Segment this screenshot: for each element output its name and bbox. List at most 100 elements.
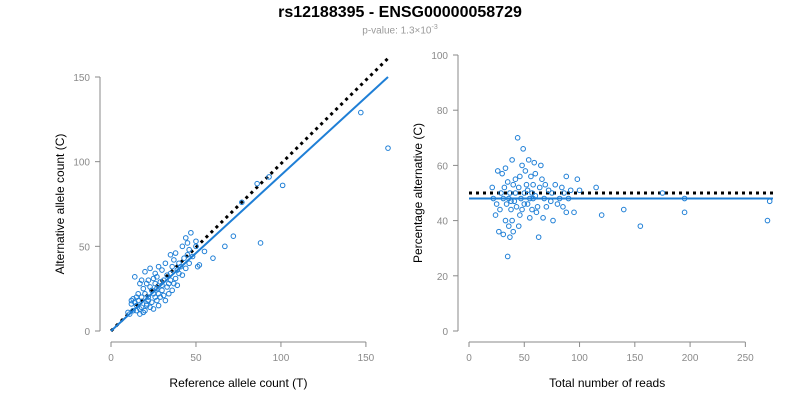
- data-point: [593, 184, 599, 191]
- data-point: [167, 270, 174, 277]
- p-value-exponent: -3: [431, 24, 438, 31]
- data-point: [133, 302, 140, 309]
- data-point: [159, 287, 165, 294]
- data-point: [172, 275, 179, 282]
- panel-right: 0 50 100 150 200 250 0 20 40 60 80 100 Total number …: [411, 51, 773, 390]
- y-axis-title: Percentage alternative (C): [411, 123, 425, 263]
- data-point: [489, 184, 496, 191]
- data-point: [527, 195, 533, 202]
- data-point: [172, 250, 179, 256]
- data-point: [155, 302, 162, 309]
- data-point: [177, 263, 184, 270]
- data-point: [512, 176, 519, 182]
- x-tick-label: 150: [358, 353, 375, 364]
- data-point: [538, 162, 544, 169]
- data-point: [532, 170, 539, 177]
- data-point: [517, 212, 523, 218]
- data-point: [154, 297, 160, 304]
- y-axis-title: Alternative allele count (C): [53, 134, 67, 275]
- data-point: [512, 190, 519, 196]
- data-point: [637, 223, 644, 229]
- x-axis-title: Reference allele count (T): [169, 376, 307, 390]
- data-point: [162, 297, 169, 304]
- data-point: [556, 195, 563, 202]
- data-point: [494, 168, 501, 174]
- data-point: [189, 253, 196, 260]
- data-point: [503, 201, 510, 207]
- data-point: [145, 294, 152, 300]
- x-tick-label: 50: [190, 353, 202, 364]
- panel-left: 0 50 100 150 0 50 100 150 Reference allele count…: [53, 57, 391, 390]
- data-point: [533, 209, 540, 216]
- data-point: [520, 146, 526, 152]
- y-tick-label: 0: [84, 327, 90, 338]
- data-point: [150, 306, 157, 312]
- data-point: [521, 190, 528, 196]
- data-point: [536, 184, 543, 191]
- data-point: [148, 299, 155, 306]
- data-point: [509, 217, 515, 224]
- data-point: [548, 198, 554, 205]
- data-point: [130, 307, 136, 314]
- data-point: [490, 195, 497, 202]
- y-tick-label: 150: [73, 73, 90, 84]
- data-point: [140, 285, 147, 292]
- data-point: [493, 201, 500, 207]
- x-tick-label: 100: [571, 353, 588, 364]
- data-point: [254, 180, 260, 187]
- data-point: [659, 190, 666, 196]
- data-point: [279, 182, 286, 189]
- data-point: [521, 201, 528, 207]
- data-point: [504, 179, 511, 185]
- data-point: [182, 265, 189, 272]
- data-point: [510, 181, 517, 188]
- data-point: [142, 268, 148, 275]
- y-tick-label: 60: [437, 161, 449, 172]
- data-point: [513, 204, 520, 210]
- data-point: [162, 260, 169, 267]
- data-point: [509, 157, 515, 163]
- x-tick-label: 150: [626, 353, 643, 364]
- data-point: [517, 173, 523, 180]
- data-point: [138, 294, 145, 300]
- data-point: [358, 109, 364, 116]
- data-point: [126, 311, 133, 317]
- data-point: [501, 184, 508, 191]
- data-point: [492, 212, 499, 218]
- data-point: [766, 198, 773, 205]
- data-point: [194, 263, 201, 270]
- data-point: [535, 234, 542, 240]
- data-point: [147, 265, 153, 272]
- data-point: [179, 272, 186, 278]
- data-point: [515, 223, 522, 229]
- x-tick-label: 0: [108, 353, 114, 364]
- data-point: [524, 187, 531, 194]
- data-point: [532, 192, 539, 199]
- data-point: [764, 217, 771, 224]
- data-point: [620, 206, 627, 213]
- data-point: [518, 195, 524, 202]
- data-point: [184, 252, 191, 258]
- data-point: [539, 176, 545, 182]
- data-point: [154, 274, 160, 280]
- data-point: [498, 190, 504, 196]
- data-point: [515, 184, 522, 191]
- data-point: [504, 253, 511, 260]
- data-point: [222, 243, 228, 250]
- data-point: [184, 240, 191, 246]
- data-point: [519, 206, 525, 213]
- data-point: [142, 290, 148, 297]
- y-tick-label: 100: [431, 51, 448, 62]
- x-tick-label: 50: [519, 353, 531, 364]
- data-point: [560, 204, 566, 210]
- data-point: [543, 204, 550, 210]
- data-point: [499, 170, 505, 177]
- data-point: [519, 162, 525, 169]
- data-point: [135, 297, 141, 304]
- data-point: [549, 190, 555, 196]
- x-axis-title: Total number of reads: [549, 376, 665, 390]
- data-point: [565, 195, 572, 202]
- y-tick-label: 100: [73, 158, 90, 169]
- data-point: [239, 199, 245, 206]
- data-point: [131, 274, 138, 280]
